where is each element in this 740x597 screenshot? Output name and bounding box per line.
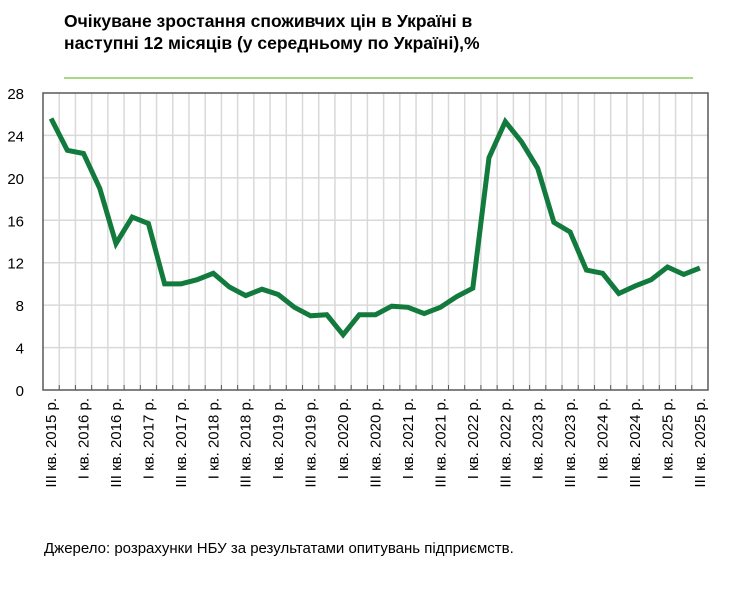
x-tick-label: III кв. 2023 р. bbox=[562, 398, 579, 488]
y-tick-label: 24 bbox=[7, 128, 24, 145]
chart-title-line-1: Очікуване зростання споживчих цін в Укра… bbox=[64, 11, 473, 31]
plot-frame bbox=[42, 92, 709, 391]
y-tick-label: 28 bbox=[7, 86, 24, 103]
y-tick-label: 12 bbox=[7, 256, 24, 273]
source-note: Джерело: розрахунки НБУ за результатами … bbox=[44, 540, 514, 557]
x-tick-label: III кв. 2021 р. bbox=[432, 398, 449, 488]
y-tick-label: 0 bbox=[16, 383, 24, 400]
y-tick-label: 16 bbox=[7, 213, 24, 230]
x-tick-label: III кв. 2025 р. bbox=[692, 398, 709, 488]
x-tick-label: III кв. 2016 р. bbox=[108, 398, 125, 488]
x-tick-label: III кв. 2019 р. bbox=[303, 398, 320, 488]
x-tick-label: I кв. 2024 р. bbox=[595, 398, 612, 479]
x-tick-label: III кв. 2017 р. bbox=[173, 398, 190, 488]
x-tick-label: III кв. 2022 р. bbox=[497, 398, 514, 488]
x-tick-label: I кв. 2020 р. bbox=[335, 398, 352, 479]
x-tick-label: I кв. 2021 р. bbox=[400, 398, 417, 479]
y-tick-label: 20 bbox=[7, 171, 24, 188]
x-tick-label: I кв. 2018 р. bbox=[205, 398, 222, 479]
x-tick-label: I кв. 2023 р. bbox=[530, 398, 547, 479]
x-tick-label: III кв. 2024 р. bbox=[627, 398, 644, 488]
x-tick-label: III кв. 2015 р. bbox=[43, 398, 60, 488]
series-line bbox=[48, 116, 701, 339]
x-tick-label: III кв. 2018 р. bbox=[238, 398, 255, 488]
x-tick-label: I кв. 2019 р. bbox=[270, 398, 287, 479]
x-tick-label: I кв. 2022 р. bbox=[465, 398, 482, 479]
chart-title: Очікуване зростання споживчих цін в Укра… bbox=[64, 10, 480, 54]
title-underline bbox=[64, 77, 693, 79]
chart-title-line-2: наступні 12 місяців (у середньому по Укр… bbox=[64, 33, 480, 53]
y-tick-label: 4 bbox=[16, 341, 24, 358]
x-tick-label: I кв. 2025 р. bbox=[659, 398, 676, 479]
x-tick-label: I кв. 2016 р. bbox=[76, 398, 93, 479]
x-tick-label: III кв. 2020 р. bbox=[368, 398, 385, 488]
y-tick-label: 8 bbox=[16, 298, 24, 315]
x-tick-label: I кв. 2017 р. bbox=[140, 398, 157, 479]
